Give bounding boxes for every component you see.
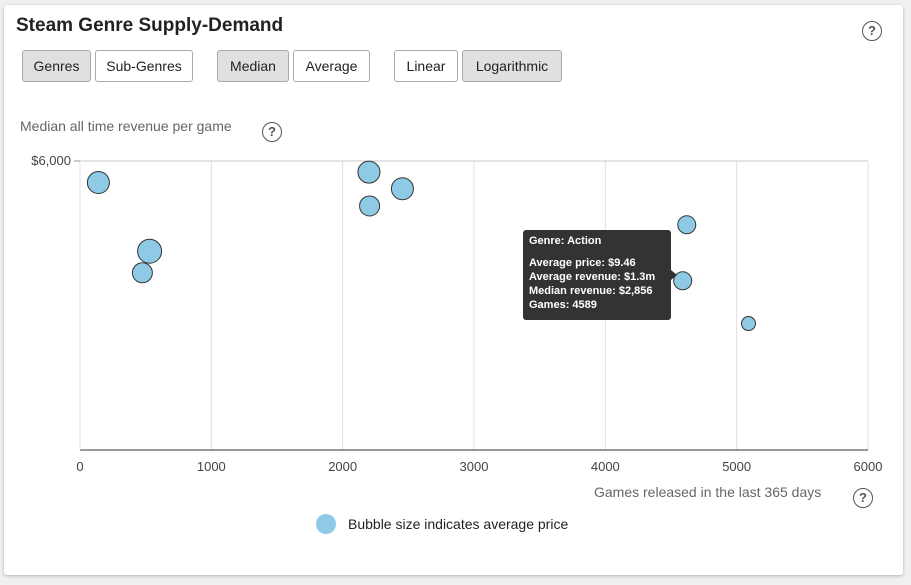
- x-axis-label: Games released in the last 365 days: [594, 484, 822, 500]
- average-button[interactable]: Average: [293, 50, 370, 82]
- page-title: Steam Genre Supply-Demand: [16, 15, 284, 36]
- x-tick-label: 1000: [197, 459, 226, 474]
- x-tick-label: 4000: [591, 459, 620, 474]
- x-tick-label: 0: [76, 459, 83, 474]
- y-help-icon[interactable]: ?: [262, 122, 282, 142]
- tooltip-avg-price: Average price: $9.46: [529, 257, 636, 269]
- data-bubble: [131, 262, 153, 284]
- x-tick-label: 6000: [854, 459, 883, 474]
- tooltip: Genre: Action Average price: $9.46 Avera…: [523, 230, 671, 320]
- help-icon[interactable]: ?: [862, 21, 882, 41]
- data-bubble: [677, 215, 697, 235]
- data-bubble: [390, 177, 414, 201]
- data-bubble: [673, 271, 693, 291]
- x-help-icon[interactable]: ?: [853, 488, 873, 508]
- logarithmic-button[interactable]: Logarithmic: [462, 50, 562, 82]
- tooltip-games: Games: 4589: [529, 299, 597, 311]
- data-bubble: [359, 195, 381, 217]
- median-button[interactable]: Median: [217, 50, 289, 82]
- tooltip-median-revenue: Median revenue: $2,856: [529, 285, 653, 297]
- legend-text: Bubble size indicates average price: [348, 516, 569, 532]
- x-tick-label: 5000: [722, 459, 751, 474]
- subgenres-button[interactable]: Sub-Genres: [95, 50, 193, 82]
- data-bubble: [86, 171, 110, 195]
- linear-button[interactable]: Linear: [394, 50, 458, 82]
- tooltip-avg-revenue: Average revenue: $1.3m: [529, 271, 656, 283]
- chart-card: [4, 5, 903, 575]
- y-tick-label: $6,000: [31, 153, 71, 168]
- genres-button[interactable]: Genres: [22, 50, 91, 82]
- legend-bubble-icon: [316, 514, 336, 534]
- tooltip-genre: Genre: Action: [529, 235, 602, 247]
- y-axis-label: Median all time revenue per game: [20, 118, 232, 134]
- x-tick-label: 2000: [328, 459, 357, 474]
- data-bubble: [357, 160, 381, 184]
- tooltip-arrow: [671, 270, 677, 280]
- data-bubble: [740, 316, 756, 332]
- x-tick-label: 3000: [460, 459, 489, 474]
- data-bubble: [137, 238, 163, 264]
